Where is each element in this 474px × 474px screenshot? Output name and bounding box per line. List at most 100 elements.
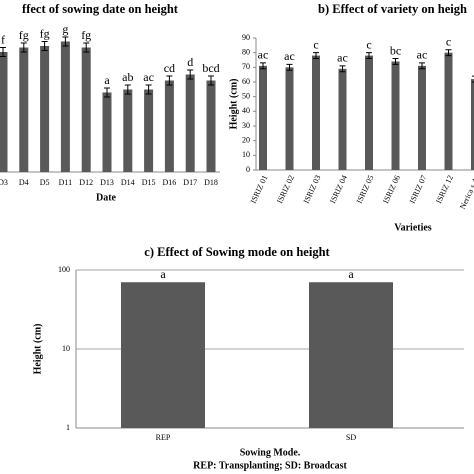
y-axis-label: Height (cm) xyxy=(228,79,239,130)
y-tick-label: 100 xyxy=(58,265,70,274)
significance-letter: a xyxy=(160,267,166,281)
error-bar xyxy=(124,84,131,95)
bar xyxy=(164,80,174,172)
significance-letter: ac xyxy=(143,70,154,84)
bar xyxy=(123,89,133,172)
significance-letter: fg xyxy=(19,28,29,42)
x-tick-label: SD xyxy=(346,433,356,442)
x-tick-label: D16 xyxy=(163,178,177,187)
y-axis-label: Height (cm) xyxy=(32,324,43,375)
x-tick-label: REP xyxy=(156,433,171,442)
bar xyxy=(0,52,8,172)
y-tick-label: 0 xyxy=(246,165,250,174)
significance-letter: fg xyxy=(81,28,91,42)
error-bar xyxy=(313,52,319,60)
error-bar xyxy=(419,62,425,70)
x-tick-label: D18 xyxy=(204,178,218,187)
bar xyxy=(391,61,400,170)
significance-letter: f xyxy=(1,32,5,46)
error-bar xyxy=(260,62,266,70)
bar xyxy=(471,79,474,170)
significance-letter: ac xyxy=(284,49,295,63)
significance-letter: fg xyxy=(40,26,50,40)
x-tick-label: D13 xyxy=(100,178,114,187)
x-tick-label: ISRIZ 01 xyxy=(249,174,270,205)
significance-letter: a xyxy=(104,73,110,87)
significance-letter: c xyxy=(313,37,318,51)
significance-letter: ac xyxy=(337,51,348,65)
significance-letter: d xyxy=(187,55,193,69)
y-tick-label: 90 xyxy=(242,33,250,42)
error-bar xyxy=(445,49,452,57)
error-bar xyxy=(145,84,152,95)
significance-letter: ac xyxy=(417,48,428,62)
y-tick-label: 80 xyxy=(242,47,250,56)
y-tick-label: 1 xyxy=(66,423,70,432)
bar xyxy=(285,67,294,170)
bar xyxy=(309,282,393,428)
x-axis-label: Sowing Mode. xyxy=(240,447,301,458)
error-bar xyxy=(286,63,293,71)
x-tick-label: D15 xyxy=(142,178,156,187)
bar xyxy=(19,47,29,172)
error-bar xyxy=(187,69,194,80)
chart-title: ffect of sowing date on height xyxy=(22,2,179,16)
x-tick-label: ISRIZ 07 xyxy=(408,174,429,205)
x-axis-label: Varieties xyxy=(394,222,432,233)
x-tick-label: ISRIZ 05 xyxy=(355,174,376,205)
error-bar xyxy=(472,75,474,83)
error-bar xyxy=(208,75,214,86)
bar xyxy=(40,46,50,172)
error-bar xyxy=(62,36,69,47)
significance-letter: bcd xyxy=(202,61,219,75)
x-tick-label: D17 xyxy=(183,178,197,187)
x-tick-label: ISRIZ 02 xyxy=(275,174,296,205)
bar xyxy=(144,89,154,172)
y-tick-label: 30 xyxy=(242,121,250,130)
x-tick-label: D4 xyxy=(19,178,29,187)
x-tick-label: D3 xyxy=(0,178,8,187)
significance-letter: bc xyxy=(390,43,401,57)
significance-letter: g xyxy=(62,22,68,36)
error-bar xyxy=(392,58,399,65)
bar xyxy=(338,68,347,170)
x-tick-label: ISRIZ 04 xyxy=(328,174,349,205)
significance-letter: ab xyxy=(122,70,133,84)
significance-letter: ac xyxy=(258,48,269,62)
error-bar xyxy=(366,52,372,60)
y-tick-label: 10 xyxy=(62,344,70,353)
x-axis-label: Date xyxy=(96,192,117,203)
y-tick-label: 50 xyxy=(242,91,250,100)
x-tick-label: ISRIZ 12 xyxy=(434,174,455,205)
bar xyxy=(259,65,267,170)
error-bar xyxy=(166,75,173,86)
y-tick-label: 40 xyxy=(242,106,250,115)
x-tick-label: D14 xyxy=(121,178,135,187)
error-bar xyxy=(339,65,346,73)
bar xyxy=(206,80,216,172)
note: REP: Transplanting; SD: Broadcast xyxy=(193,460,347,471)
bar xyxy=(312,55,320,170)
bar xyxy=(102,92,112,172)
x-tick-label: ISRIZ 03 xyxy=(302,174,323,205)
significance-letter: cd xyxy=(164,61,175,75)
bar xyxy=(60,41,70,172)
significance-letter: c xyxy=(366,37,371,51)
significance-letter: a xyxy=(348,267,354,281)
error-bar xyxy=(20,42,27,53)
error-bar xyxy=(104,87,110,98)
bar xyxy=(444,52,453,170)
significance-letter: c xyxy=(446,34,451,48)
bar xyxy=(81,47,91,172)
y-tick-label: 60 xyxy=(242,77,250,86)
chart-title: c) Effect of Sowing mode on height xyxy=(144,245,330,259)
bar xyxy=(365,55,373,170)
chart-title: b) Effect of variety on heigh xyxy=(318,2,467,16)
y-tick-label: 70 xyxy=(242,62,250,71)
x-tick-label: Nerica s 44 xyxy=(458,174,474,211)
x-tick-label: D11 xyxy=(59,178,72,187)
y-tick-label: 10 xyxy=(242,150,250,159)
bar xyxy=(121,282,205,428)
y-tick-label: 20 xyxy=(242,135,250,144)
